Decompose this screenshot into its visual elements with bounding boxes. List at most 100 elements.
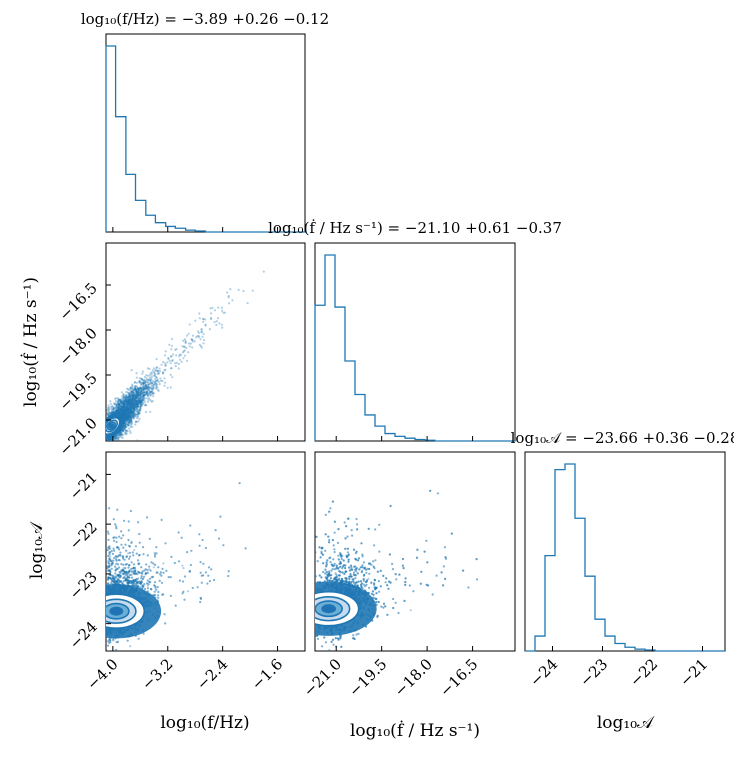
scatter-point	[138, 380, 141, 383]
scatter-point	[120, 404, 123, 407]
scatter-point	[139, 401, 142, 404]
scatter-point	[139, 406, 142, 410]
scatter-point	[128, 392, 131, 395]
scatter-point	[127, 404, 130, 407]
scatter-point	[107, 445, 109, 447]
scatter-point	[117, 404, 120, 407]
scatter-point	[127, 397, 130, 400]
scatter-point	[155, 366, 158, 369]
scatter-point	[141, 584, 144, 587]
scatter-point	[126, 413, 129, 416]
scatter-point	[131, 400, 134, 403]
scatter-point	[202, 320, 205, 323]
scatter-point	[130, 403, 133, 406]
scatter-point	[130, 415, 133, 418]
scatter-point	[125, 394, 128, 397]
scatter-point	[122, 534, 125, 537]
scatter-point	[129, 410, 132, 413]
scatter-point	[116, 410, 119, 413]
scatter-point	[132, 402, 136, 405]
scatter-point	[127, 409, 131, 412]
scatter-point	[132, 415, 136, 418]
scatter-point	[137, 400, 140, 403]
scatter-point	[123, 408, 126, 411]
scatter-point	[129, 404, 132, 407]
scatter-point	[130, 390, 133, 393]
scatter-point	[117, 400, 120, 403]
scatter-point	[127, 401, 130, 404]
scatter-point	[155, 358, 158, 361]
scatter-point	[143, 381, 146, 384]
scatter-point	[127, 421, 130, 424]
scatter-point	[148, 373, 151, 376]
scatter-point	[127, 413, 130, 416]
scatter-point	[147, 385, 151, 388]
scatter-point	[118, 403, 121, 406]
scatter-point	[123, 424, 126, 428]
scatter-point	[124, 399, 127, 402]
scatter-point	[140, 383, 143, 386]
scatter-point	[123, 408, 126, 411]
scatter-point	[122, 401, 125, 405]
scatter-point	[141, 403, 144, 406]
scatter-point	[141, 402, 145, 405]
scatter-point	[145, 387, 148, 390]
scatter-point	[136, 403, 139, 406]
scatter-point	[135, 439, 139, 441]
scatter-point	[149, 379, 152, 382]
scatter-point	[153, 383, 156, 386]
scatter-point	[142, 384, 145, 387]
scatter-point	[108, 438, 111, 441]
scatter-point	[170, 344, 173, 347]
scatter-point	[122, 412, 125, 415]
scatter-point	[150, 375, 153, 379]
scatter-point	[132, 407, 136, 411]
scatter-point	[108, 438, 111, 441]
scatter-point	[106, 442, 108, 444]
scatter-point	[136, 402, 140, 405]
scatter-point	[128, 413, 131, 416]
scatter-point	[120, 406, 123, 409]
scatter-point	[152, 392, 155, 395]
scatter-point	[124, 413, 127, 417]
scatter-point	[126, 408, 129, 411]
scatter-point	[133, 406, 136, 409]
scatter-point	[158, 367, 161, 370]
scatter-point	[140, 399, 143, 403]
scatter-point	[141, 379, 144, 382]
scatter-point	[174, 348, 177, 351]
scatter-point	[164, 364, 167, 367]
scatter-point	[123, 410, 126, 414]
scatter-point	[132, 414, 136, 417]
scatter-point	[124, 425, 127, 428]
scatter-point	[129, 419, 132, 422]
scatter-point	[130, 390, 133, 393]
scatter-point	[191, 346, 194, 349]
scatter-point	[135, 420, 138, 423]
scatter-point	[126, 416, 129, 419]
scatter-point	[223, 311, 226, 314]
scatter-point	[136, 403, 139, 406]
scatter-point	[106, 409, 109, 412]
scatter-point	[136, 400, 139, 403]
scatter-point	[121, 397, 124, 400]
scatter-point	[132, 405, 135, 408]
scatter-point	[111, 411, 114, 414]
scatter-point	[112, 407, 116, 410]
scatter-point	[106, 446, 108, 448]
scatter-point	[139, 401, 142, 404]
scatter-point	[116, 410, 119, 413]
scatter-point	[129, 400, 133, 403]
scatter-point	[120, 433, 123, 436]
scatter-point	[156, 370, 159, 373]
scatter-point	[123, 408, 126, 411]
scatter-point	[142, 383, 145, 386]
scatter-point	[130, 398, 133, 401]
scatter-point	[191, 338, 194, 342]
scatter-point	[133, 388, 136, 391]
scatter-point	[209, 307, 212, 310]
scatter-point	[125, 409, 128, 412]
scatter-point	[141, 397, 144, 401]
scatter-point	[127, 410, 130, 413]
scatter-point	[138, 398, 141, 401]
